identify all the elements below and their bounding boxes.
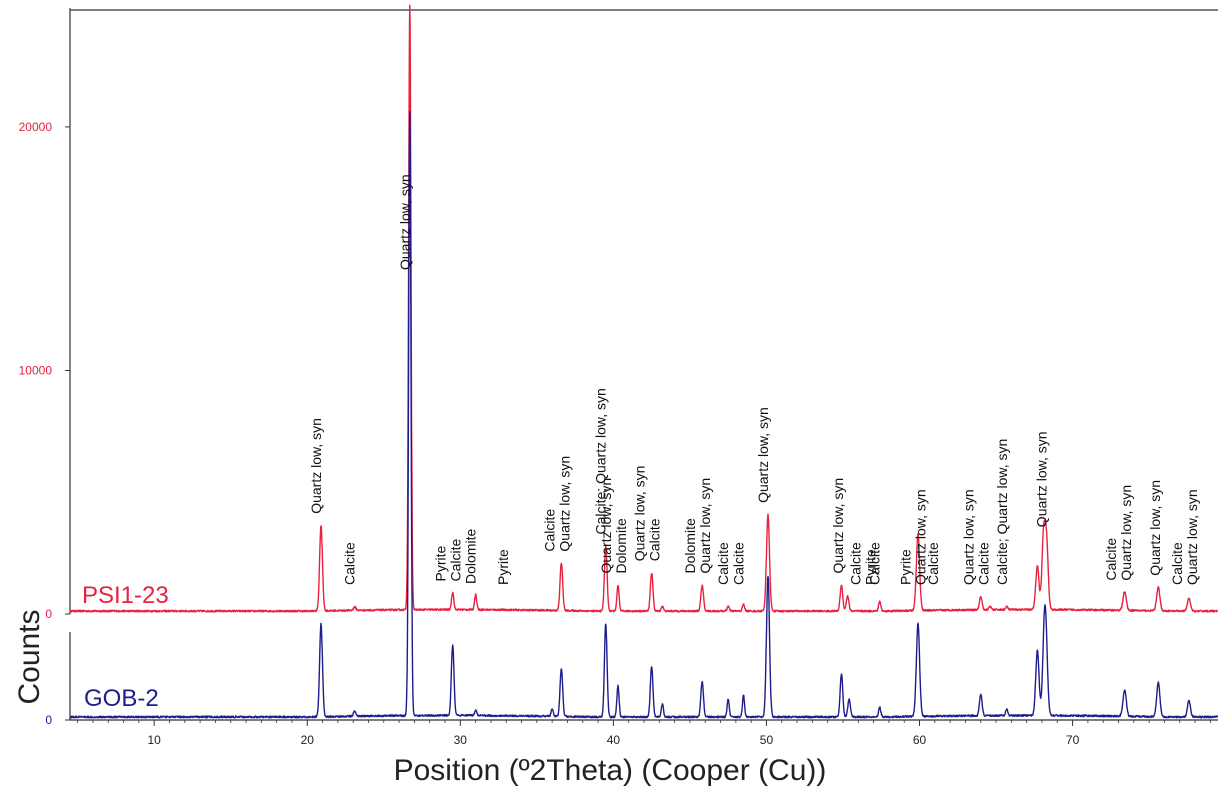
peak-annotation-1: Calcite	[342, 542, 358, 585]
peak-annotation-line: Quartz low, syn	[697, 478, 713, 574]
peak-annotation-line: Quartz low, syn	[830, 478, 846, 574]
peak-annotation-11: Calcite	[715, 542, 731, 585]
peak-annotation-line: Dolomite	[463, 529, 479, 584]
peak-annotation-line: Quartz low, syn	[397, 174, 413, 270]
peak-annotation-line: Quartz low, syn	[598, 478, 614, 574]
peak-annotation-line: Calcite	[976, 542, 992, 585]
x-tick-label-0: 10	[148, 733, 162, 747]
y-tick-label-0-1: 10000	[19, 363, 53, 377]
peak-annotation-line: Quartz low, syn	[632, 466, 648, 562]
trace-gob-2	[69, 110, 1218, 719]
x-tick-label-5: 60	[913, 733, 927, 747]
trace-psi1-23	[69, 4, 1218, 613]
peak-annotation-line: Calcite	[925, 542, 941, 585]
peak-annotation-0: Quartz low, syn	[308, 418, 324, 514]
peak-annotation-line: Quartz low, syn	[961, 489, 977, 585]
y-axis-title: Counts	[13, 609, 46, 705]
peak-annotation-line: Pyrite	[433, 546, 449, 582]
peak-annotation-line: Quartz low, syn	[913, 489, 929, 585]
peak-annotation-line: Quartz low, syn	[1034, 431, 1050, 527]
peak-annotation-22: Quartz low, syn	[1034, 431, 1050, 527]
peak-annotation-2: Quartz low, syn	[397, 174, 413, 270]
peak-annotation-13: Quartz low, syn	[755, 407, 771, 503]
peak-annotation-line: Dolomite	[682, 518, 698, 573]
peak-annotation-line: Calcite	[342, 542, 358, 585]
peak-annotation-line: Calcite	[1103, 538, 1119, 581]
peak-annotation-16: Calcite	[867, 542, 883, 585]
peak-annotation-25: CalciteQuartz low, syn	[1169, 489, 1200, 585]
peak-annotation-17: Pyrite	[897, 549, 913, 585]
series-label-0: PSI1-23	[82, 582, 169, 609]
peak-annotation-line: Calcite	[448, 538, 464, 581]
peak-annotation-line: Calcite; Quartz low, syn	[994, 439, 1010, 585]
peak-annotation-line: Calcite	[848, 542, 864, 585]
peak-annotation-15: CalcitePyrite	[848, 542, 879, 585]
peak-annotation-4: Dolomite	[463, 529, 479, 584]
peak-annotation-19: Calcite	[925, 542, 941, 585]
peak-annotation-20: Quartz low, synCalcite	[961, 489, 992, 585]
x-axis-title: Position (º2Theta) (Cooper (Cu))	[393, 754, 827, 787]
peak-annotation-line: Quartz low, syn	[1184, 489, 1200, 585]
peak-annotation-line: Calcite	[731, 542, 747, 585]
peak-annotation-24: Quartz low, syn	[1147, 480, 1163, 576]
peak-annotation-line: Calcite; Quartz low, syn	[593, 388, 609, 534]
peak-annotation-line: Dolomite	[613, 518, 629, 573]
y-tick-label-0-2: 20000	[19, 120, 53, 134]
peak-annotation-21: Calcite; Quartz low, syn	[994, 439, 1010, 585]
peak-annotation-line: Pyrite	[863, 549, 879, 585]
peak-annotation-5: Pyrite	[495, 549, 511, 585]
x-tick-label-4: 50	[760, 733, 774, 747]
peak-annotation-23: CalciteQuartz low, syn	[1103, 485, 1134, 581]
peak-annotation-line: Calcite	[867, 542, 883, 585]
peak-annotation-line: Pyrite	[897, 549, 913, 585]
peak-annotation-line: Quartz low, syn	[556, 456, 572, 552]
peak-annotation-3: PyriteCalcite	[433, 538, 464, 581]
peak-annotation-line: Calcite	[541, 509, 557, 552]
peak-annotation-line: Calcite	[647, 518, 663, 561]
peak-annotation-10: DolomiteQuartz low, syn	[682, 478, 713, 574]
peak-annotation-7: Calcite; Quartz low, syn	[593, 388, 609, 534]
peak-annotation-9: Quartz low, synCalcite	[632, 466, 663, 562]
peak-annotation-line: Calcite	[1169, 542, 1185, 585]
peak-annotation-line: Quartz low, syn	[308, 418, 324, 514]
y-tick-label-0-0: 0	[45, 607, 52, 621]
peak-annotation-line: Calcite	[715, 542, 731, 585]
peak-annotation-18: Quartz low, syn	[913, 489, 929, 585]
peak-annotation-6: CalciteQuartz low, syn	[541, 456, 572, 552]
peak-annotation-line: Quartz low, syn	[1147, 480, 1163, 576]
x-tick-label-1: 20	[301, 733, 315, 747]
peak-annotation-12: Calcite	[731, 542, 747, 585]
series-label-1: GOB-2	[84, 685, 159, 712]
peak-annotation-14: Quartz low, syn	[830, 478, 846, 574]
peak-annotation-line: Quartz low, syn	[755, 407, 771, 503]
x-tick-label-3: 40	[607, 733, 621, 747]
x-tick-label-2: 30	[454, 733, 468, 747]
y-tick-label-1-0: 0	[45, 713, 52, 727]
x-tick-label-6: 70	[1066, 733, 1080, 747]
peak-annotation-8: Quartz low, synDolomite	[598, 478, 629, 574]
peak-annotation-line: Quartz low, syn	[1118, 485, 1134, 581]
peak-annotation-line: Pyrite	[495, 549, 511, 585]
